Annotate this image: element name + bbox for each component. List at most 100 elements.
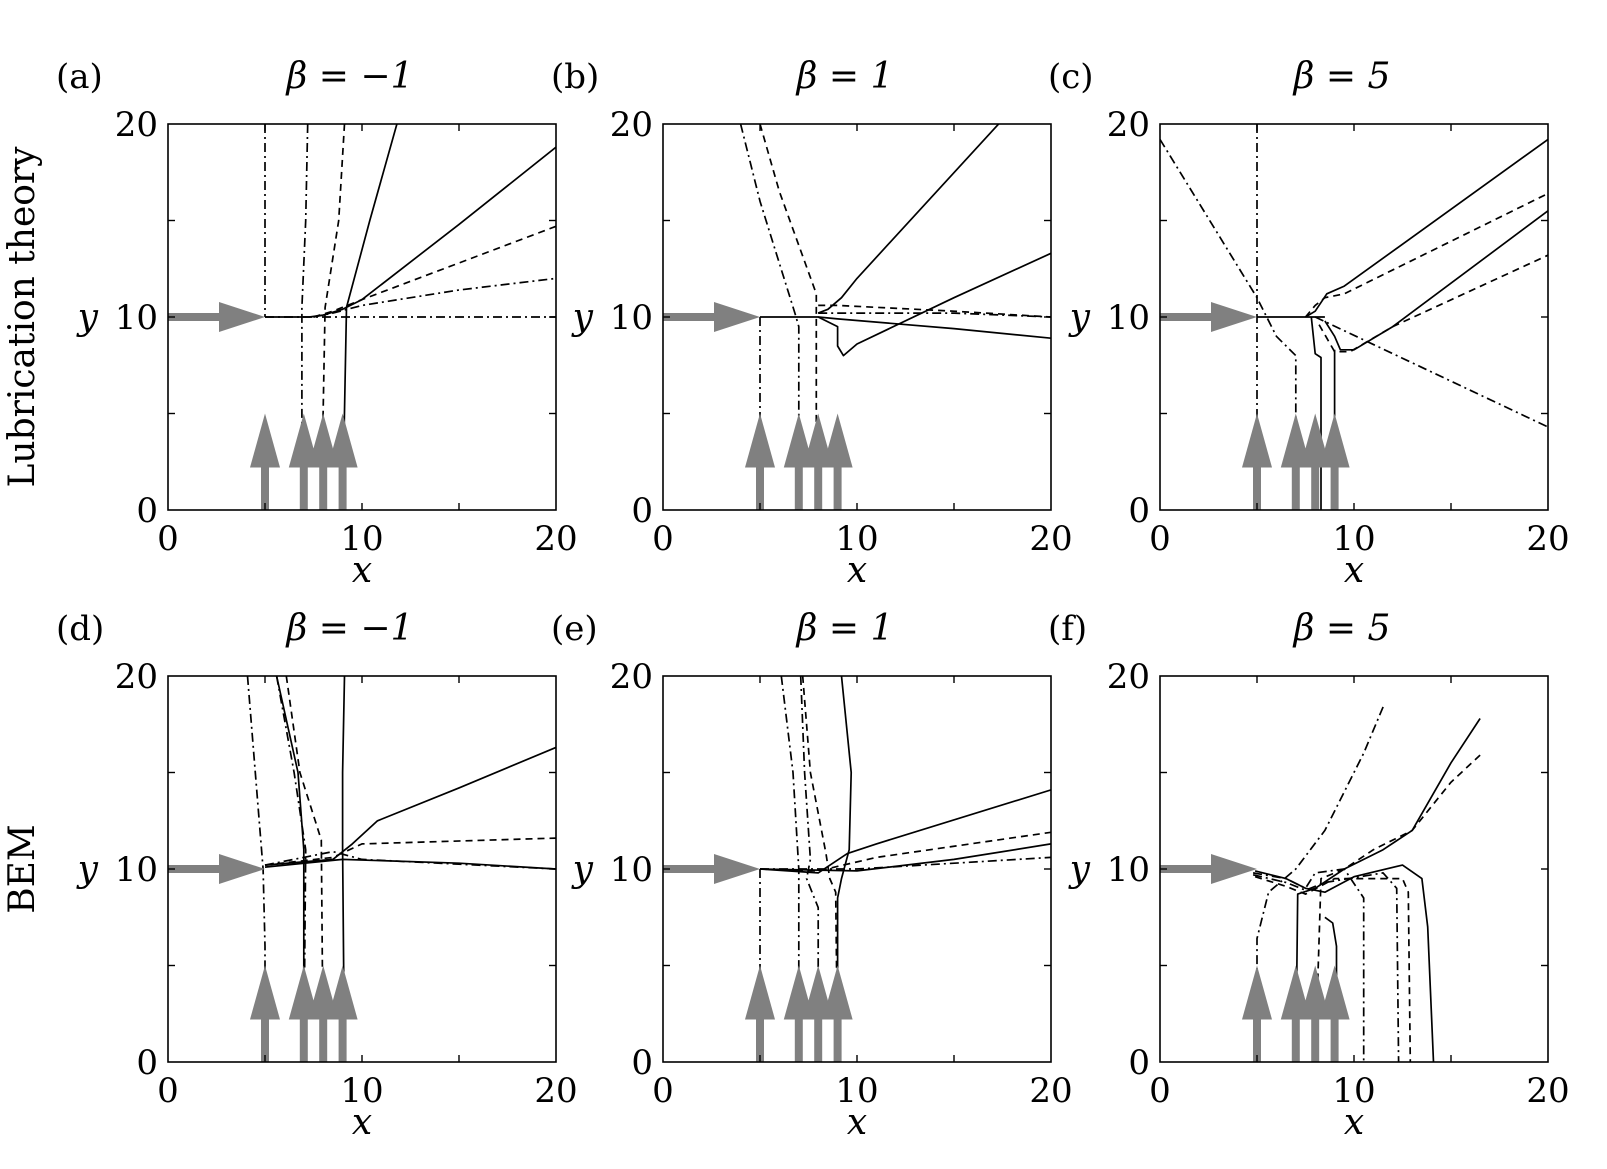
series-curve-5 <box>1254 875 1412 1062</box>
y-tick-label: 10 <box>610 298 653 338</box>
curves <box>264 124 556 510</box>
series-curve-7 <box>1318 254 1548 353</box>
panel-a: (a) β = −1 0 10 20 0 10 20 x y <box>56 56 578 591</box>
y-tick-label: 0 <box>136 491 158 531</box>
y-tick-label: 10 <box>610 850 653 890</box>
x-tick-label: 0 <box>1149 519 1171 559</box>
series-curve-4 <box>341 676 346 1062</box>
vertical-inlet-arrowhead-0 <box>1242 413 1272 468</box>
y-axis-label: y <box>76 297 99 338</box>
series-curve-1 <box>739 124 800 510</box>
series-curve-6 <box>1305 138 1548 318</box>
y-tick-label: 0 <box>1128 491 1150 531</box>
x-tick-label: 10 <box>340 519 383 559</box>
x-tick-label: 10 <box>835 1071 878 1111</box>
series-curve-4 <box>1252 872 1400 1062</box>
series-curve-2 <box>1314 316 1548 428</box>
vertical-inlet-arrowhead-3 <box>327 413 358 468</box>
vertical-inlet-arrowhead-2 <box>1300 965 1331 1020</box>
series-curve-7 <box>818 316 1051 340</box>
vertical-inlet-arrowhead-1 <box>783 965 814 1020</box>
vertical-inlet-arrowhead-1 <box>288 413 319 468</box>
vertical-inlet-arrowhead-3 <box>822 965 853 1020</box>
panel-label: (b) <box>551 57 599 97</box>
vertical-inlet-arrowhead-1 <box>288 965 319 1020</box>
series-curve-2 <box>799 676 820 1062</box>
x-tick-label: 0 <box>652 1071 674 1111</box>
series-curve-1 <box>1294 718 1481 1062</box>
vertical-inlet-arrowhead-0 <box>745 413 775 468</box>
y-axis-label: y <box>1068 297 1091 338</box>
x-axis-label: x <box>352 550 372 591</box>
series-curve-1 <box>301 124 309 510</box>
series-curve-4 <box>817 124 1000 314</box>
vertical-inlet-arrowhead-0 <box>250 413 280 468</box>
series-curve-0 <box>1256 706 1384 1062</box>
x-axis-label: x <box>847 550 867 591</box>
vertical-inlet-arrowhead-3 <box>822 413 853 468</box>
series-curve-2 <box>759 124 818 510</box>
curves <box>1160 124 1548 510</box>
series-curve-5 <box>1304 192 1548 318</box>
panel-e: (e) β = 1 0 10 20 0 10 20 x y <box>551 608 1073 1143</box>
panel-c: (c) β = 5 0 10 20 0 10 20 x y <box>1048 56 1570 591</box>
series-curve-3 <box>1252 868 1365 1062</box>
x-tick-label: 0 <box>157 519 179 559</box>
x-axis-label: x <box>1344 550 1364 591</box>
series-curve-3 <box>341 124 398 510</box>
y-tick-label: 20 <box>1107 657 1150 697</box>
y-tick-label: 0 <box>136 1043 158 1083</box>
series-curve-2 <box>1314 754 1481 1062</box>
y-axis-label: y <box>76 849 99 890</box>
curves <box>1252 706 1481 1062</box>
x-axis-label: x <box>1344 1102 1364 1143</box>
inlet-arrows <box>168 302 358 510</box>
panel-title: β = −1 <box>285 56 414 97</box>
y-tick-label: 10 <box>115 850 158 890</box>
y-tick-label: 10 <box>1107 850 1150 890</box>
vertical-inlet-arrowhead-1 <box>1280 965 1311 1020</box>
y-tick-label: 20 <box>115 105 158 145</box>
series-curve-6 <box>313 277 556 318</box>
series-curve-1 <box>275 676 307 1062</box>
vertical-inlet-arrowhead-1 <box>783 413 814 468</box>
horizontal-inlet-arrowhead <box>1211 302 1257 332</box>
x-axis-label: x <box>847 1102 867 1143</box>
horizontal-inlet-arrowhead <box>714 302 760 332</box>
y-tick-label: 20 <box>1107 105 1150 145</box>
vertical-inlet-arrowhead-3 <box>1319 965 1350 1020</box>
panel-f: (f) β = 5 0 10 20 0 10 20 x y <box>1048 608 1570 1143</box>
x-axis-label: x <box>352 1102 372 1143</box>
x-tick-label: 20 <box>1029 1071 1072 1111</box>
series-curve-3 <box>1310 316 1322 510</box>
row-label-lubrication-theory: Lubrication theory <box>2 146 43 488</box>
y-tick-label: 0 <box>631 1043 653 1083</box>
x-tick-label: 10 <box>1332 1071 1375 1111</box>
series-curve-6 <box>818 312 1051 318</box>
y-tick-label: 20 <box>115 657 158 697</box>
y-axis-label: y <box>571 849 594 890</box>
x-tick-label: 20 <box>1526 1071 1569 1111</box>
y-tick-label: 0 <box>1128 1043 1150 1083</box>
inlet-arrows <box>663 854 853 1062</box>
vertical-inlet-arrowhead-2 <box>803 965 834 1020</box>
panel-label: (c) <box>1048 57 1094 97</box>
series-curve-2 <box>320 124 346 510</box>
vertical-inlet-arrowhead-2 <box>308 965 339 1020</box>
inlet-arrows <box>1160 854 1350 1062</box>
series-curve-5 <box>264 746 556 866</box>
x-tick-label: 20 <box>534 1071 577 1111</box>
x-tick-label: 20 <box>534 519 577 559</box>
vertical-inlet-arrowhead-2 <box>308 413 339 468</box>
horizontal-inlet-arrowhead <box>714 854 760 884</box>
x-tick-label: 0 <box>157 1071 179 1111</box>
panel-label: (e) <box>551 609 598 649</box>
row-label-bem: BEM <box>2 824 43 914</box>
series-curve-6 <box>1254 864 1435 1062</box>
vertical-inlet-arrowhead-0 <box>1242 965 1272 1020</box>
vertical-inlet-arrowhead-2 <box>803 413 834 468</box>
panel-label: (a) <box>56 57 103 97</box>
curves <box>246 676 556 1062</box>
x-tick-label: 10 <box>340 1071 383 1111</box>
panel-title: β = 1 <box>795 56 894 97</box>
